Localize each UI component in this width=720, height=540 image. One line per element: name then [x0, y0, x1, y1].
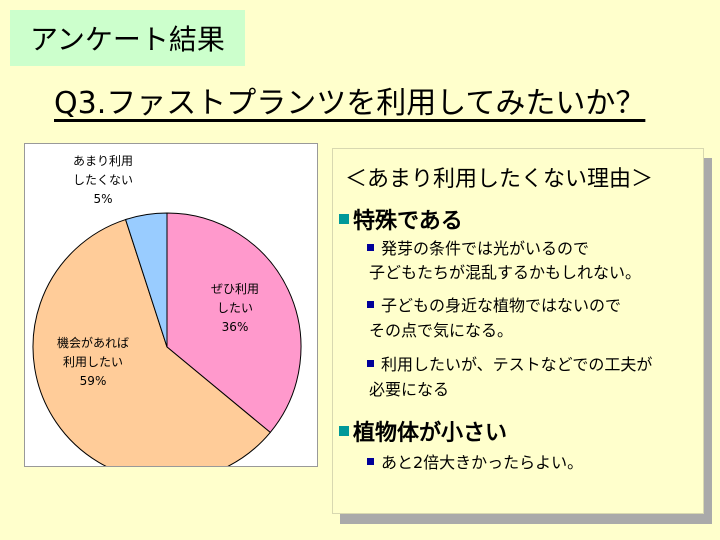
reason-item-cont: その点で気になる。: [369, 321, 514, 340]
square-bullet-icon: [339, 426, 349, 436]
pie-slice-not-much: [124, 212, 168, 348]
pie-slice-if-opportunity: [32, 218, 271, 466]
square-bullet-icon: [367, 301, 374, 308]
label-not-much: あまり利用 したくない 5%: [73, 154, 134, 206]
pie-chart: ぜひ利用 したい 36% 機会があれば 利用したい 59% あまり利用 したくな…: [24, 143, 318, 467]
reasons-panel: ＜あまり利用したくない理由＞ 特殊である 発芽の条件では光がいるので 子どもたち…: [332, 148, 704, 514]
label-definitely: ぜひ利用 したい 36%: [211, 282, 260, 334]
square-bullet-icon: [367, 244, 374, 251]
square-bullet-icon: [339, 214, 349, 224]
square-bullet-icon: [367, 458, 374, 465]
pie-chart-svg: [32, 212, 302, 466]
reason-item-cont: 子どもたちが混乱するかもしれない。: [369, 263, 642, 282]
label-if-opportunity: 機会があれば 利用したい 59%: [57, 336, 130, 388]
reason-item: 子どもの身近な植物ではないので: [367, 294, 621, 317]
square-bullet-icon: [367, 360, 374, 367]
question-title: Q3.ファストプランツを利用してみたいか？: [54, 86, 646, 121]
reason-item: 発芽の条件では光がいるので: [367, 237, 589, 260]
reason-heading-special: 特殊である: [339, 203, 463, 235]
reason-item: あと2倍大きかったらよい。: [367, 451, 583, 474]
reasons-title: ＜あまり利用したくない理由＞: [345, 167, 654, 192]
reason-item-cont: 必要になる: [369, 380, 450, 399]
reason-item: 利用したいが、テストなどでの工夫が: [367, 353, 652, 376]
section-tag: アンケート結果: [10, 10, 245, 66]
pie-slice-definitely: [166, 212, 302, 434]
reason-heading-small: 植物体が小さい: [339, 415, 507, 447]
